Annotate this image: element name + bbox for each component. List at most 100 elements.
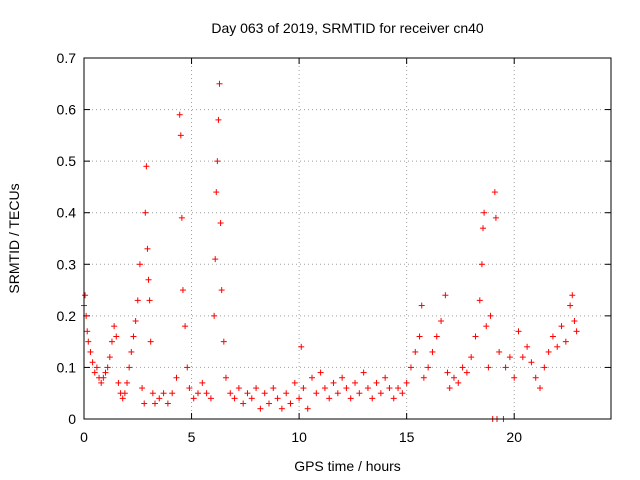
data-point: [160, 390, 167, 397]
data-point: [356, 390, 363, 397]
data-point: [142, 209, 149, 216]
data-point: [151, 400, 158, 407]
data-point: [274, 395, 281, 402]
y-tick-label: 0.1: [57, 359, 77, 375]
data-point: [136, 261, 143, 268]
data-point: [339, 374, 346, 381]
data-point: [213, 189, 220, 196]
y-tick-label: 0.3: [57, 256, 77, 272]
data-point: [176, 111, 183, 118]
data-point: [567, 302, 574, 309]
data-point: [476, 297, 483, 304]
data-point: [203, 390, 210, 397]
x-tick-label: 0: [80, 429, 88, 445]
data-point: [179, 287, 186, 294]
data-point: [446, 385, 453, 392]
data-point: [360, 369, 367, 376]
data-point: [317, 369, 324, 376]
data-point: [492, 214, 499, 221]
data-point: [93, 364, 100, 371]
data-point: [416, 333, 423, 340]
data-point: [524, 343, 531, 350]
data-point: [429, 348, 436, 355]
data-point: [164, 400, 171, 407]
data-point: [253, 385, 260, 392]
data-point: [270, 385, 277, 392]
data-point: [144, 245, 151, 252]
x-tick-label: 15: [399, 429, 415, 445]
data-point: [403, 379, 410, 386]
data-point: [528, 359, 535, 366]
tick-labels: 0 0.1 0.2 0.3 0.4 0.5 0.6 0.7 0 5 10 15 20: [57, 50, 523, 445]
data-point: [571, 318, 578, 325]
y-tick-label: 0: [68, 411, 76, 427]
data-point: [182, 323, 189, 330]
x-tick-label: 20: [506, 429, 522, 445]
data-point: [309, 374, 316, 381]
data-point: [420, 374, 427, 381]
data-point: [141, 400, 148, 407]
data-point: [115, 379, 122, 386]
data-point: [231, 395, 238, 402]
data-point: [364, 385, 371, 392]
data-point: [177, 132, 184, 139]
data-point: [143, 163, 150, 170]
data-point: [298, 343, 305, 350]
data-point: [111, 323, 118, 330]
y-tick-label: 0.5: [57, 153, 77, 169]
data-point: [178, 214, 185, 221]
data-point: [418, 302, 425, 309]
data-point: [321, 385, 328, 392]
data-point: [487, 312, 494, 319]
data-point: [491, 189, 498, 196]
data-point: [108, 338, 115, 345]
data-point: [459, 364, 466, 371]
x-axis-label: GPS time / hours: [294, 458, 401, 474]
data-point: [468, 354, 475, 361]
y-tick-label: 0.4: [57, 205, 77, 221]
data-point: [399, 390, 406, 397]
data-point: [207, 395, 214, 402]
data-point: [235, 385, 242, 392]
grid-lines: [84, 58, 611, 419]
data-point: [169, 390, 176, 397]
data-point: [147, 338, 154, 345]
data-point: [217, 220, 224, 227]
data-point: [287, 400, 294, 407]
data-point: [481, 209, 488, 216]
data-point: [121, 390, 128, 397]
data-point: [386, 385, 393, 392]
data-point: [343, 385, 350, 392]
plot-frame: [83, 57, 612, 420]
data-point: [227, 390, 234, 397]
data-point: [545, 348, 552, 355]
data-point: [347, 395, 354, 402]
data-point: [330, 379, 337, 386]
data-point: [98, 379, 105, 386]
data-point: [126, 364, 133, 371]
data-point: [184, 364, 191, 371]
data-point: [283, 390, 290, 397]
data-point: [89, 359, 96, 366]
data-point: [382, 374, 389, 381]
data-point: [100, 374, 107, 381]
data-point: [113, 333, 120, 340]
data-points: [81, 80, 580, 422]
data-point: [519, 354, 526, 361]
x-tick-label: 5: [188, 429, 196, 445]
data-point: [407, 364, 414, 371]
data-point: [186, 385, 193, 392]
data-point: [438, 318, 445, 325]
data-point: [506, 354, 513, 361]
data-point: [369, 395, 376, 402]
data-point: [145, 276, 152, 283]
data-point: [261, 390, 268, 397]
data-point: [478, 261, 485, 268]
chart-title: Day 063 of 2019, SRMTID for receiver cn4…: [211, 20, 484, 36]
y-tick-label: 0.7: [57, 50, 77, 66]
data-point: [450, 374, 457, 381]
data-point: [240, 400, 247, 407]
data-point: [212, 256, 219, 263]
data-point: [248, 395, 255, 402]
y-axis-label: SRMTID / TECUs: [6, 183, 22, 293]
